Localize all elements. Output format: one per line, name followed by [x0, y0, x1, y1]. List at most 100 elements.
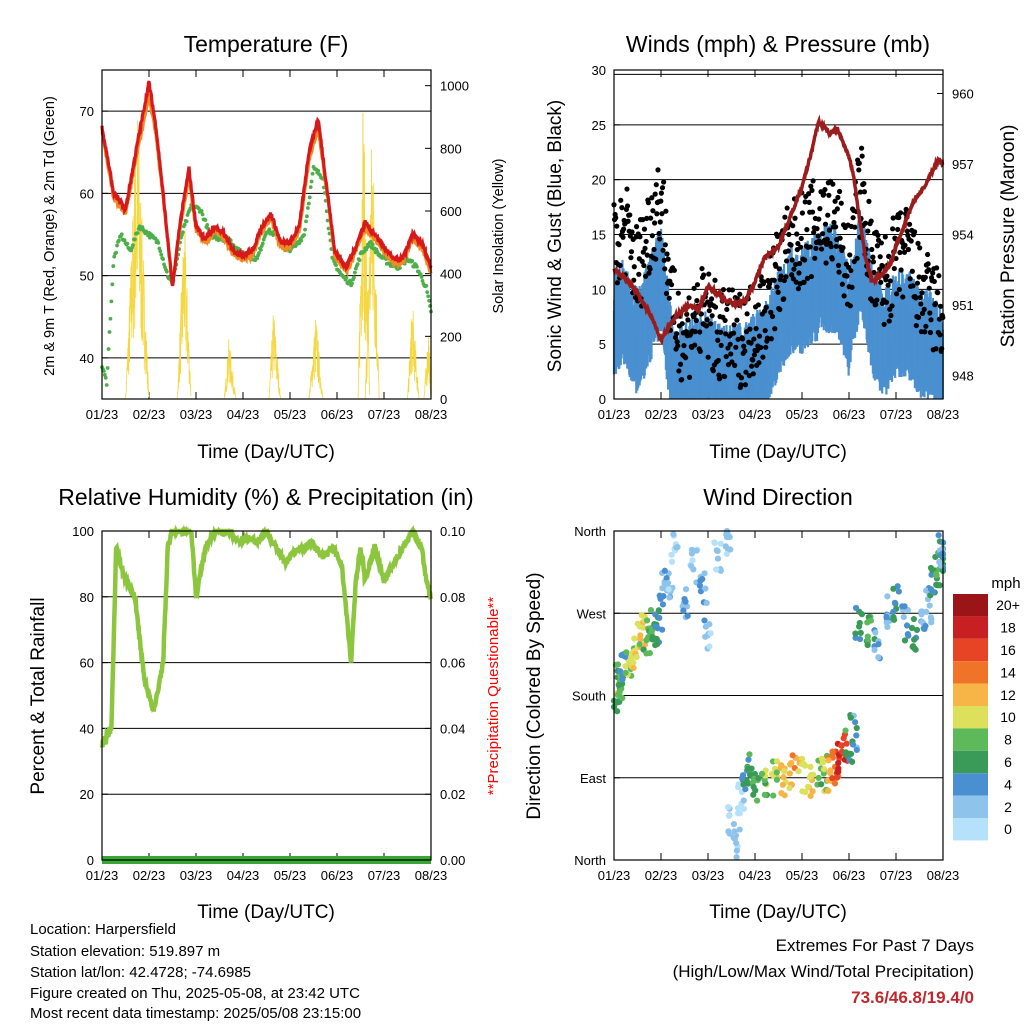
direction-point — [778, 762, 785, 769]
direction-point — [619, 676, 626, 683]
direction-point — [682, 598, 689, 605]
direction-point — [659, 601, 667, 608]
direction-point — [770, 792, 777, 799]
direction-point — [647, 606, 655, 614]
gust-point — [684, 311, 690, 317]
direction-point — [923, 608, 930, 616]
gust-point — [789, 257, 795, 263]
gust-point — [624, 203, 631, 209]
colorbar-label: 2 — [1004, 799, 1012, 815]
gust-point — [756, 333, 763, 339]
direction-point — [717, 540, 724, 547]
gust-point — [706, 271, 712, 277]
info-recent: Most recent data timestamp: 2025/05/08 2… — [30, 1005, 362, 1022]
x-tick-label: 06/23 — [833, 407, 866, 422]
y-tick-label: 50 — [80, 269, 94, 284]
direction-point — [659, 626, 666, 633]
gust-point — [733, 344, 739, 350]
direction-point — [706, 643, 713, 650]
direction-point — [664, 579, 672, 587]
gust-point — [661, 179, 667, 185]
gust-point — [838, 200, 844, 206]
gust-point — [654, 211, 660, 217]
direction-title: Wind Direction — [703, 484, 853, 510]
gust-point — [768, 309, 774, 315]
gust-point — [841, 293, 847, 299]
y2-tick-label: 0.08 — [440, 590, 465, 605]
gust-point — [768, 336, 774, 342]
direction-point — [682, 586, 690, 593]
x-tick-label: 02/23 — [133, 407, 166, 422]
gust-point — [742, 382, 749, 388]
dewpoint-point — [182, 222, 187, 227]
direction-point — [800, 760, 807, 768]
gust-point — [642, 245, 648, 251]
gust-point — [697, 348, 703, 354]
gust-point — [917, 294, 923, 301]
x-tick-label: 08/23 — [927, 407, 960, 422]
gust-point — [743, 369, 749, 375]
gust-point — [808, 183, 814, 189]
gust-point — [646, 270, 652, 276]
pressure-series — [612, 114, 945, 346]
gust-point — [814, 226, 820, 232]
direction-point — [753, 797, 761, 804]
gust-point — [881, 321, 887, 327]
gust-point — [679, 376, 685, 383]
direction-point — [901, 637, 909, 644]
gust-point — [847, 252, 853, 258]
dewpoint-point — [367, 244, 371, 248]
gust-point — [914, 280, 921, 286]
gust-point — [685, 317, 691, 323]
gust-point — [737, 291, 743, 297]
gust-point — [692, 329, 698, 335]
gust-point — [699, 265, 705, 272]
y-tick-label: South — [572, 689, 606, 704]
gust-point — [812, 255, 818, 261]
direction-point — [652, 642, 659, 649]
direction-point — [847, 714, 854, 721]
gust-point — [790, 223, 796, 229]
gust-point — [698, 311, 705, 317]
direction-point — [643, 617, 651, 624]
direction-point — [908, 624, 916, 632]
direction-point — [745, 756, 752, 763]
direction-point — [846, 750, 853, 757]
direction-point — [615, 681, 622, 689]
gust-point — [739, 336, 746, 342]
gust-point — [915, 240, 921, 246]
gust-point — [837, 235, 843, 241]
gust-point — [927, 329, 934, 336]
gust-point — [771, 277, 777, 283]
gust-point — [874, 243, 880, 249]
y2-tick-label: 200 — [440, 329, 462, 344]
direction-xlabel: Time (Day/UTC) — [709, 902, 847, 923]
gust-point — [614, 223, 620, 229]
gust-point — [908, 238, 914, 244]
direction-point — [665, 586, 672, 593]
direction-point — [725, 804, 732, 811]
gust-point — [922, 274, 928, 280]
direction-point — [829, 775, 836, 782]
gust-point — [930, 270, 936, 276]
x-tick-label: 03/23 — [692, 407, 725, 422]
x-tick-label: 05/23 — [274, 407, 307, 422]
direction-point — [936, 582, 943, 589]
direction-point — [688, 562, 695, 570]
y-tick-label: 15 — [592, 228, 606, 243]
gust-point — [873, 301, 879, 308]
gust-point — [788, 242, 794, 248]
direction-point — [911, 636, 918, 643]
direction-point — [918, 618, 926, 625]
gust-point — [869, 246, 875, 253]
gust-point — [844, 273, 850, 279]
temperature-ylabel-right: Solar Insolation (Yellow) — [491, 158, 507, 313]
info-location: Location: Harpersfield — [30, 921, 176, 938]
gust-point — [620, 226, 627, 232]
y2-tick-label: 0.06 — [440, 656, 465, 671]
y-tick-label: 5 — [599, 337, 606, 352]
gust-point — [870, 259, 877, 265]
gust-point — [618, 197, 624, 203]
colorbar-swatch — [953, 773, 988, 796]
gust-point — [888, 312, 894, 319]
